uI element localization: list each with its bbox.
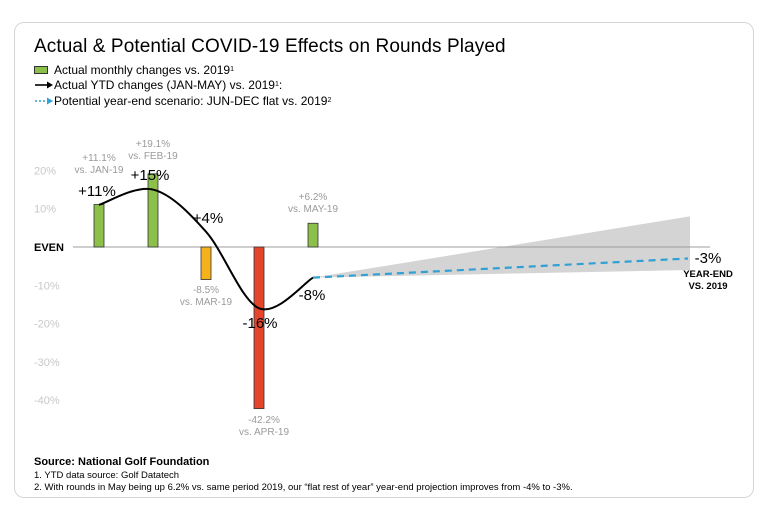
y-tick-label: -40% (34, 395, 60, 407)
ytd-point-label: +11% (78, 183, 116, 200)
bar-label-period: vs. MAY-19 (288, 204, 338, 215)
y-tick-label: EVEN (34, 242, 64, 254)
source-note: Source: National Golf Foundation (34, 456, 210, 468)
bar-jan (93, 204, 105, 248)
bar-label-period: vs. APR-19 (239, 427, 289, 438)
legend-item-projection: Potential year-end scenario: JUN-DEC fla… (34, 93, 331, 109)
y-tick-label: -10% (34, 280, 60, 292)
projection-range-band (313, 216, 690, 278)
y-tick-label: 10% (34, 204, 56, 216)
footnote-1: 1. YTD data source: Golf Datatech (34, 470, 180, 481)
bar-mar (200, 246, 212, 280)
ytd-point-label: -16% (242, 315, 277, 332)
bar-label-value: +6.2% (299, 192, 328, 203)
chart-title: Actual & Potential COVID-19 Effects on R… (34, 36, 506, 57)
projection-dashed-line (312, 257, 689, 279)
legend-item-ytd: Actual YTD changes (JAN-MAY) vs. 2019 1: (34, 78, 331, 94)
bar-label-period: vs. FEB-19 (128, 151, 178, 162)
legend-dashed-arrow-icon (35, 97, 53, 105)
bar-label-value: +11.1% (82, 153, 116, 164)
legend-ytd-label: Actual YTD changes (JAN-MAY) vs. 2019 (54, 78, 275, 93)
legend-ytd-suffix: : (278, 78, 283, 93)
legend-monthly-label: Actual monthly changes vs. 2019 (54, 62, 231, 77)
chart-frame (14, 22, 754, 498)
ytd-line (98, 187, 314, 311)
bar-label-value: -42.2% (248, 415, 280, 426)
year-end-caption: YEAR-END (683, 269, 733, 280)
bar-label-period: vs. JAN-19 (75, 165, 124, 176)
legend-item-monthly: Actual monthly changes vs. 2019 1 (34, 62, 331, 78)
footnote-2: 2. With rounds in May being up 6.2% vs. … (34, 482, 573, 493)
year-end-caption: VS. 2019 (688, 281, 727, 292)
bar-label-value: +19.1% (136, 139, 170, 150)
bar-label-period: vs. MAR-19 (180, 297, 233, 308)
ytd-point-label: +15% (131, 167, 170, 184)
bar-may (307, 222, 319, 248)
bar-apr (253, 246, 265, 410)
y-tick-label: -20% (34, 319, 60, 331)
footer: Source: National Golf Foundation 1. YTD … (34, 456, 573, 494)
y-tick-label: 20% (34, 165, 56, 177)
y-tick-label: -30% (34, 357, 60, 369)
bar-feb (147, 173, 159, 248)
ytd-point-label: -8% (299, 287, 326, 304)
legend-projection-label: Potential year-end scenario: JUN-DEC fla… (54, 93, 328, 108)
legend-bar-swatch-icon (34, 65, 48, 74)
ytd-point-label: +4% (193, 210, 223, 227)
legend-solid-arrow-icon (35, 81, 53, 89)
bar-label-value: -8.5% (193, 285, 219, 296)
year-end-value-label: -3% (695, 250, 722, 267)
legend: Actual monthly changes vs. 2019 1 Actual … (34, 62, 331, 109)
